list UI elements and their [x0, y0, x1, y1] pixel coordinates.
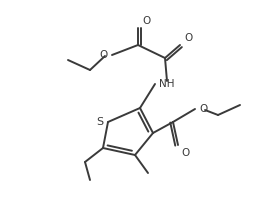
Text: O: O [142, 16, 150, 26]
Text: O: O [100, 50, 108, 60]
Text: O: O [199, 104, 207, 114]
Text: NH: NH [159, 79, 174, 89]
Text: O: O [181, 148, 189, 158]
Text: O: O [184, 33, 192, 43]
Text: S: S [96, 117, 103, 127]
